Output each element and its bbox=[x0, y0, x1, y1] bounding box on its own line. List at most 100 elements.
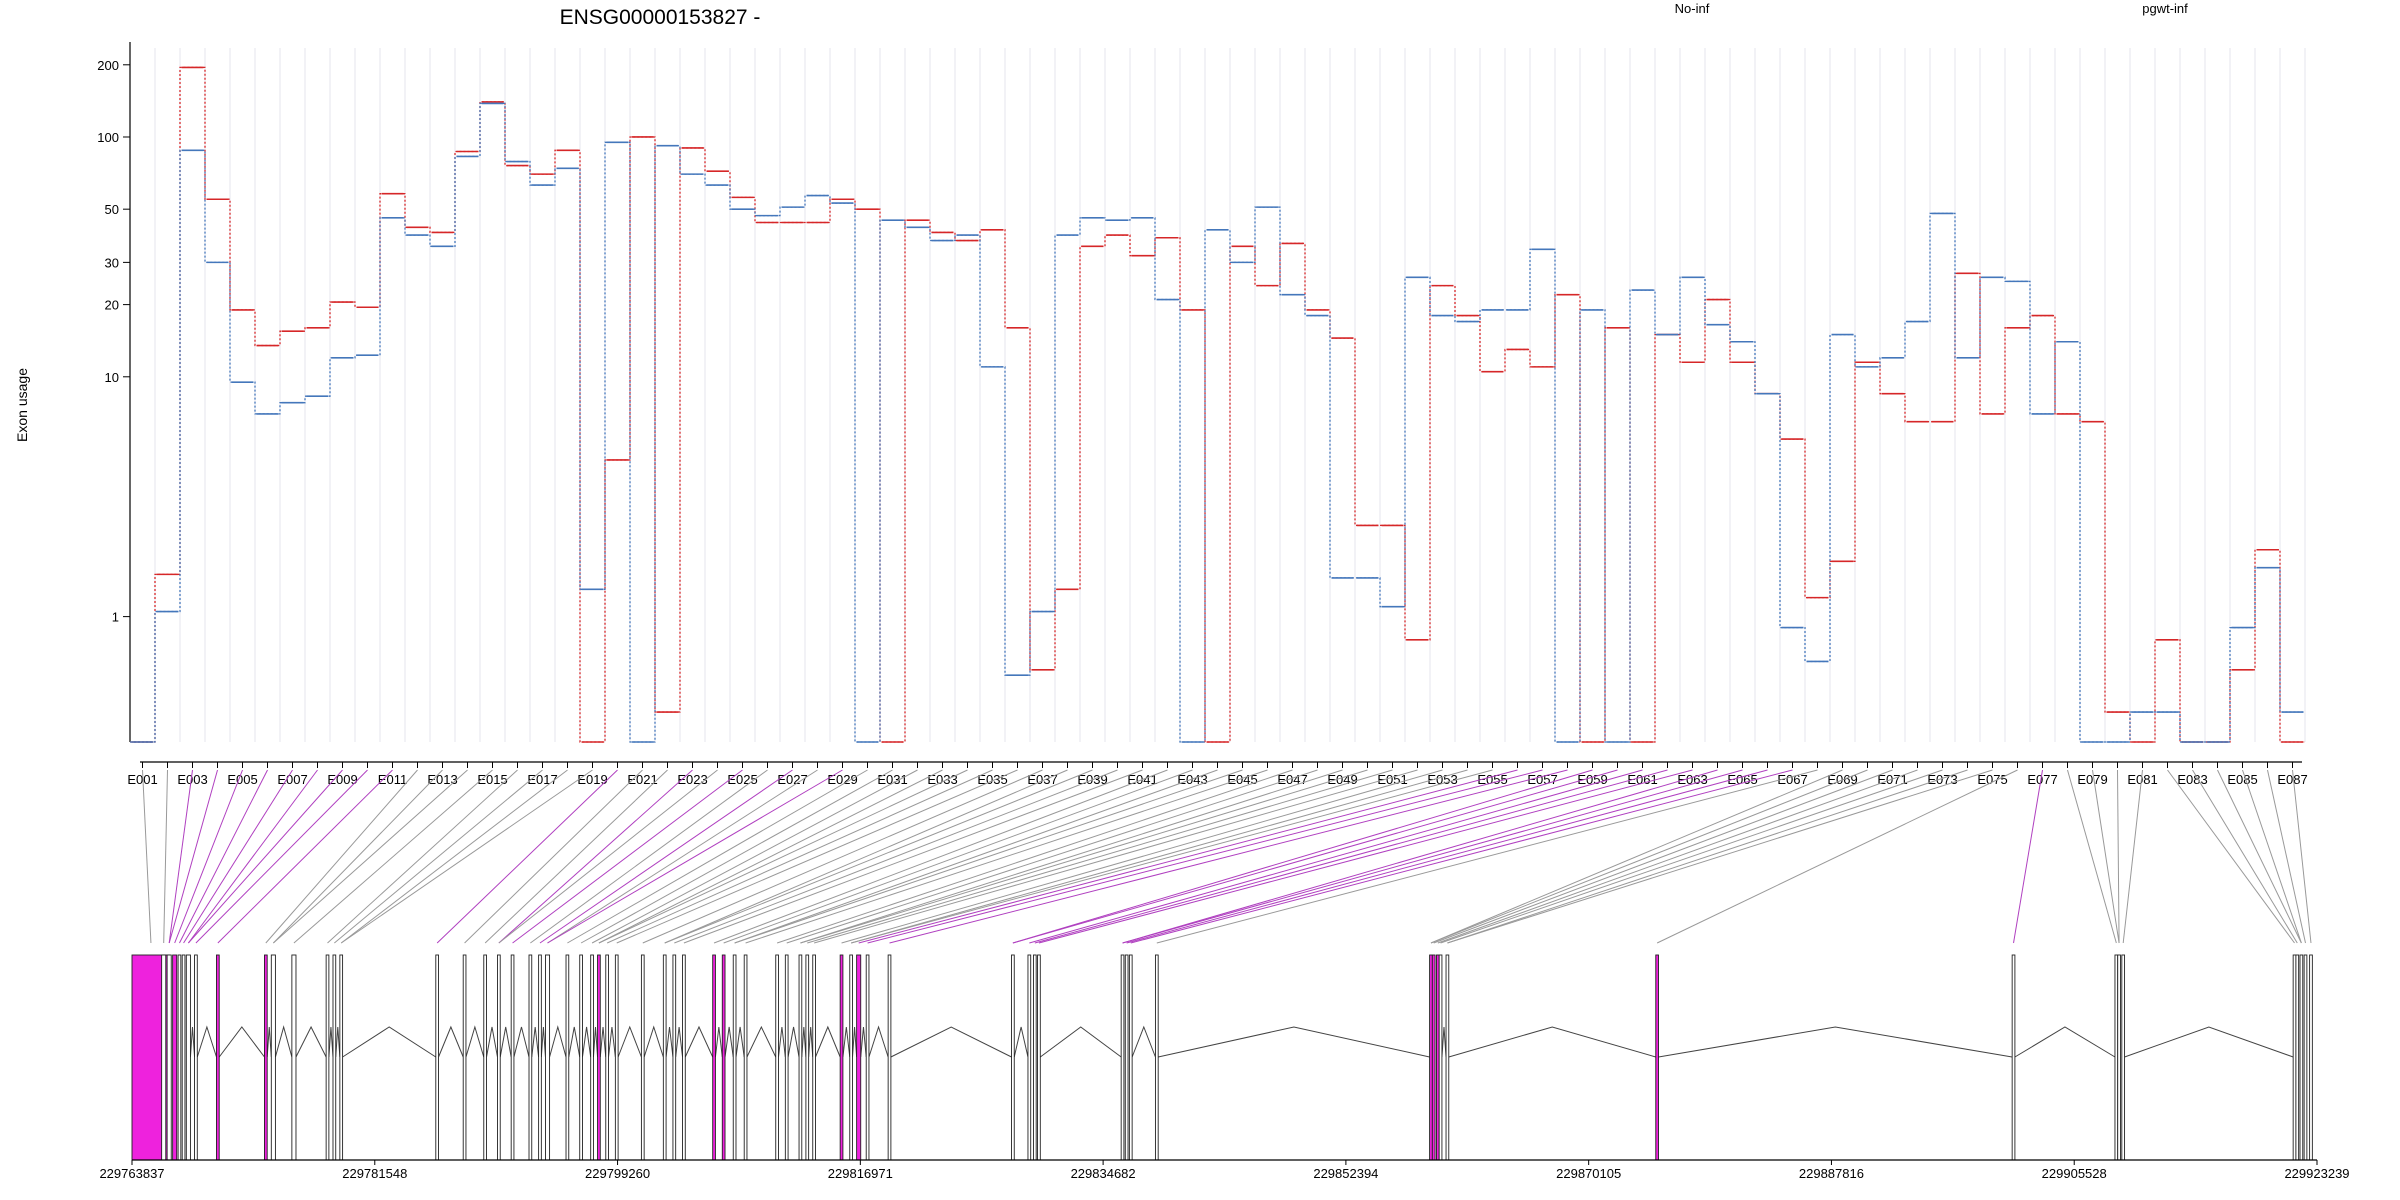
exon-box bbox=[325, 954, 330, 1161]
legend-pgwt-inf: pgwt-inf bbox=[2142, 1, 2188, 16]
x-tick-label: E053 bbox=[1427, 772, 1457, 787]
exon-box bbox=[856, 954, 862, 1161]
x-tick-label: E015 bbox=[477, 772, 507, 787]
exon-box bbox=[2309, 954, 2313, 1161]
y-axis-label: Exon usage bbox=[14, 368, 30, 442]
intron-connector bbox=[342, 1026, 437, 1058]
mapping-line bbox=[2267, 769, 2306, 944]
intron-connector bbox=[1441, 1026, 1447, 1058]
y-tick-label: 20 bbox=[105, 298, 119, 313]
intron-connector bbox=[274, 1025, 293, 1058]
x-tick-label: E083 bbox=[2177, 772, 2207, 787]
mapping-line bbox=[664, 769, 1093, 944]
mapping-line bbox=[2013, 769, 2043, 944]
intron-connector bbox=[1658, 1026, 2013, 1058]
y-tick-label: 10 bbox=[105, 370, 119, 385]
x-tick-label: E061 bbox=[1627, 772, 1657, 787]
mapping-line bbox=[2292, 769, 2312, 944]
exon-box bbox=[216, 954, 220, 1161]
x-tick-label: E081 bbox=[2127, 772, 2157, 787]
intron-connector bbox=[540, 1026, 546, 1058]
exon-box bbox=[332, 954, 337, 1161]
mapping-line bbox=[1430, 769, 1868, 944]
mapping-line bbox=[2067, 769, 2117, 944]
x-tick-label: E079 bbox=[2077, 772, 2107, 787]
exon-box bbox=[590, 954, 594, 1161]
intron-connector bbox=[599, 1026, 607, 1058]
mapping-line bbox=[598, 769, 943, 944]
intron-connector bbox=[617, 1025, 642, 1058]
mapping-line bbox=[547, 769, 818, 944]
intron-connector bbox=[581, 1026, 592, 1058]
exon-box bbox=[2295, 954, 2300, 1161]
x-tick-label: E065 bbox=[1727, 772, 1757, 787]
mapping-line bbox=[800, 769, 1368, 944]
mapping-line bbox=[580, 769, 893, 944]
mapping-line bbox=[683, 769, 1143, 944]
exon-box bbox=[1128, 954, 1133, 1161]
mapping-line bbox=[273, 769, 443, 944]
intron-connector bbox=[486, 1026, 498, 1058]
intron-connector bbox=[890, 1026, 1012, 1058]
series-0 bbox=[130, 66, 2305, 743]
intron-connector bbox=[643, 1025, 664, 1058]
mapping-line bbox=[1447, 769, 1968, 944]
mapping-line bbox=[1433, 769, 1893, 944]
mapping-line bbox=[179, 769, 268, 944]
exon-box bbox=[865, 954, 870, 1161]
mapping-line bbox=[800, 769, 1343, 944]
intron-connector bbox=[549, 1025, 567, 1058]
exon-box bbox=[1120, 954, 1125, 1161]
mapping-line bbox=[674, 769, 1118, 944]
exon-box bbox=[640, 954, 645, 1161]
genomic-tick-label: 229923239 bbox=[2284, 1166, 2349, 1181]
exon-box bbox=[798, 954, 803, 1161]
series-line bbox=[130, 102, 2305, 743]
series-1 bbox=[130, 102, 2305, 743]
mapping-line bbox=[547, 769, 843, 944]
intron-connector bbox=[842, 1026, 851, 1058]
x-tick-label: E029 bbox=[827, 772, 857, 787]
exon-box bbox=[1011, 954, 1015, 1161]
x-tick-label: E021 bbox=[627, 772, 657, 787]
mapping-line bbox=[195, 769, 368, 944]
mapping-line bbox=[183, 769, 293, 944]
intron-connector bbox=[499, 1026, 512, 1058]
mapping-line bbox=[530, 769, 768, 944]
series-line bbox=[130, 66, 2305, 743]
mapping-line bbox=[1034, 769, 1668, 944]
x-tick-label: E037 bbox=[1027, 772, 1057, 787]
exon-box bbox=[2011, 954, 2016, 1161]
intron-connector bbox=[592, 1026, 599, 1058]
x-tick-label: E055 bbox=[1477, 772, 1507, 787]
y-axis: 1 10 20 30 50 100 200 bbox=[97, 42, 131, 742]
exon-mapping-lines bbox=[142, 769, 2312, 944]
exon-box bbox=[1154, 954, 1159, 1161]
x-tick-label: E085 bbox=[2227, 772, 2257, 787]
mapping-line bbox=[2122, 769, 2143, 944]
x-tick-label: E009 bbox=[327, 772, 357, 787]
exon-box bbox=[1655, 954, 1659, 1161]
mapping-line bbox=[163, 769, 168, 944]
mapping-line bbox=[464, 769, 643, 944]
intron-connector bbox=[1448, 1026, 1656, 1058]
x-tick-label: E003 bbox=[177, 772, 207, 787]
exon-box bbox=[597, 954, 601, 1161]
mapping-line bbox=[174, 769, 243, 944]
exon-box bbox=[682, 954, 686, 1161]
mapping-line bbox=[713, 769, 1168, 944]
mapping-line bbox=[723, 769, 1193, 944]
mapping-line bbox=[539, 769, 793, 944]
exon-box bbox=[849, 954, 853, 1161]
exon-box bbox=[732, 954, 737, 1161]
mapping-line bbox=[1430, 769, 1843, 944]
intron-connector bbox=[665, 1026, 674, 1058]
mapping-line bbox=[1156, 769, 1818, 944]
genomic-tick-label: 229852394 bbox=[1313, 1166, 1378, 1181]
mapping-line bbox=[2242, 769, 2302, 944]
gene-model bbox=[131, 954, 2317, 1161]
x-tick-label: E013 bbox=[427, 772, 457, 787]
mapping-line bbox=[1130, 769, 1793, 944]
genomic-tick-label: 229870105 bbox=[1556, 1166, 1621, 1181]
